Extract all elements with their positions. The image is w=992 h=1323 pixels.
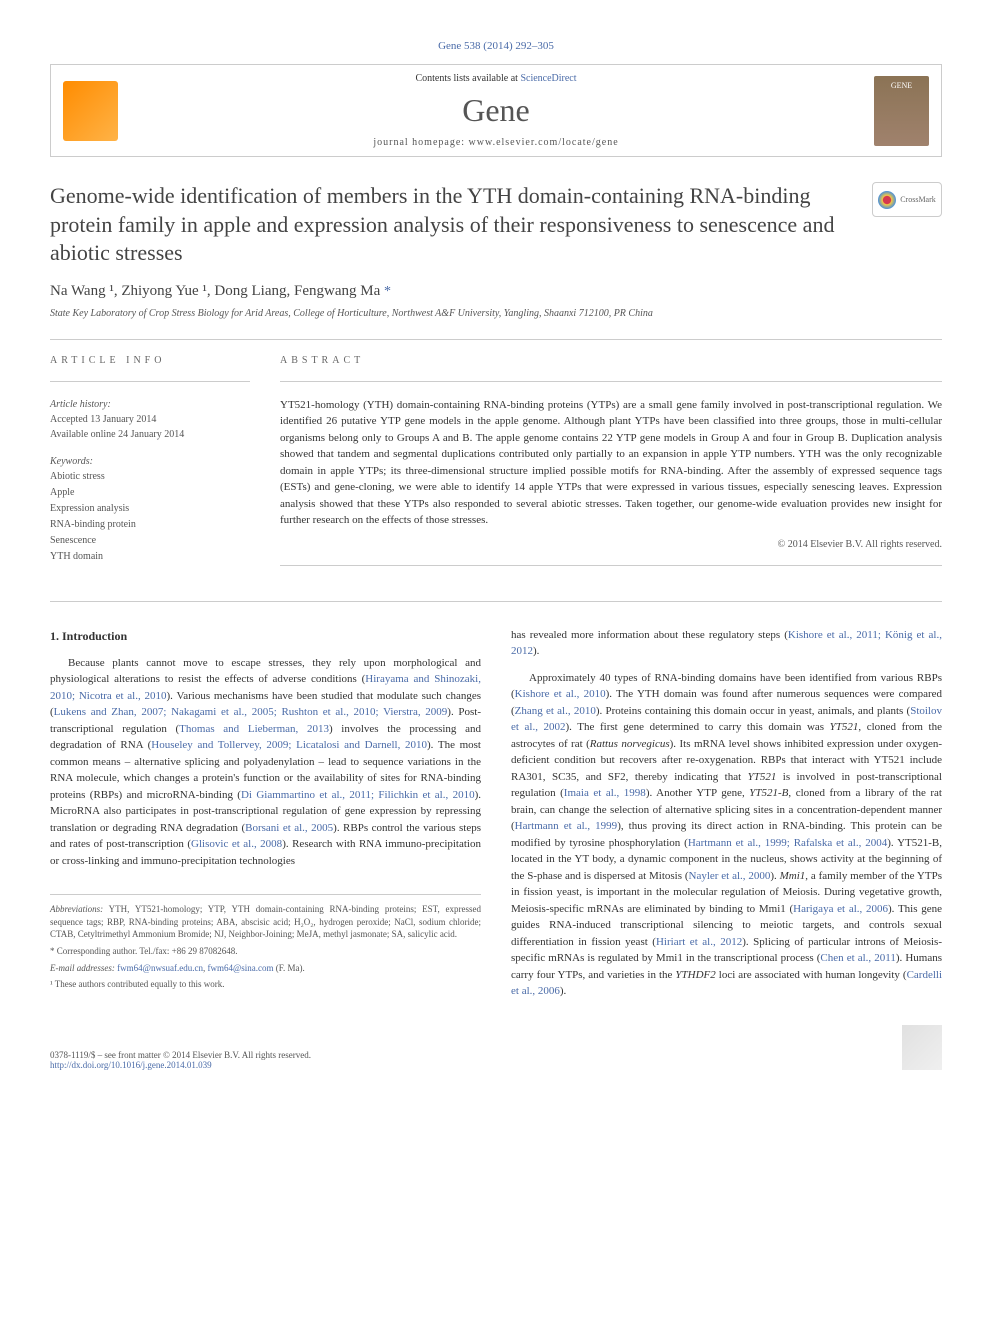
doi-link[interactable]: http://dx.doi.org/10.1016/j.gene.2014.01… xyxy=(50,1060,311,1070)
right-column: has revealed more information about thes… xyxy=(511,627,942,1010)
ref-link[interactable]: Houseley and Tollervey, 2009; Licatalosi… xyxy=(151,739,427,751)
abstract-text: YT521-homology (YTH) domain-containing R… xyxy=(280,397,942,529)
homepage-line: journal homepage: www.elsevier.com/locat… xyxy=(66,137,926,148)
citation-line: Gene 538 (2014) 292–305 xyxy=(50,40,942,52)
species-name: Rattus norvegicus xyxy=(590,738,670,750)
abbrev-text: YTH, YT521-homology; YTP, YTH domain-con… xyxy=(50,904,481,939)
title-row: Genome-wide identification of members in… xyxy=(50,182,942,268)
ref-link[interactable]: Hiriart et al., 2012 xyxy=(656,936,742,948)
divider-abs-1 xyxy=(280,381,942,382)
text: ). Another YTP gene, xyxy=(646,787,749,799)
issn-line: 0378-1119/$ – see front matter © 2014 El… xyxy=(50,1050,311,1060)
keyword-item: Senescence xyxy=(50,533,250,549)
introduction-heading: 1. Introduction xyxy=(50,627,481,645)
text: ). The first gene determined to carry th… xyxy=(566,721,830,733)
copyright-line: © 2014 Elsevier B.V. All rights reserved… xyxy=(280,539,942,550)
gene-name: YTHDF2 xyxy=(675,969,715,981)
gene-cover-icon: GENE xyxy=(874,76,929,146)
ref-link[interactable]: Kishore et al., 2010 xyxy=(515,688,606,700)
text: ). xyxy=(560,985,566,997)
info-abstract-row: ARTICLE INFO Article history: Accepted 1… xyxy=(50,355,942,581)
abbrev-label: Abbreviations: xyxy=(50,904,103,914)
article-info-heading: ARTICLE INFO xyxy=(50,355,250,366)
main-content: 1. Introduction Because plants cannot mo… xyxy=(50,627,942,1010)
crossmark-badge[interactable]: CrossMark xyxy=(872,182,942,217)
crossmark-label: CrossMark xyxy=(900,195,936,204)
crossmark-icon xyxy=(878,191,896,209)
sciencedirect-link[interactable]: ScienceDirect xyxy=(520,73,576,84)
text: loci are associated with human longevity… xyxy=(716,969,907,981)
keyword-item: RNA-binding protein xyxy=(50,517,250,533)
footer-left: 0378-1119/$ – see front matter © 2014 El… xyxy=(50,1050,311,1070)
abstract-column: ABSTRACT YT521-homology (YTH) domain-con… xyxy=(280,355,942,581)
left-column: 1. Introduction Because plants cannot mo… xyxy=(50,627,481,1010)
gene-name: YT521-B xyxy=(749,787,788,799)
abbreviations-footnote: Abbreviations: YTH, YT521-homology; YTP,… xyxy=(50,903,481,941)
text: ). xyxy=(770,870,779,882)
history-label: Article history: xyxy=(50,397,250,412)
ref-link[interactable]: Borsani et al., 2005 xyxy=(245,822,333,834)
ref-link[interactable]: Hartmann et al., 1999 xyxy=(515,820,618,832)
text: ). xyxy=(533,645,539,657)
ref-link[interactable]: Chen et al., 2011 xyxy=(820,952,895,964)
ref-link[interactable]: Thomas and Lieberman, 2013 xyxy=(179,723,329,735)
gene-name: YT521 xyxy=(748,771,777,783)
email-label: E-mail addresses: xyxy=(50,963,117,973)
keyword-item: Abiotic stress xyxy=(50,469,250,485)
keyword-item: Expression analysis xyxy=(50,501,250,517)
affiliation: State Key Laboratory of Crop Stress Biol… xyxy=(50,308,942,319)
footnotes: Abbreviations: YTH, YT521-homology; YTP,… xyxy=(50,894,481,991)
corresponding-footnote: * Corresponding author. Tel./fax: +86 29… xyxy=(50,945,481,958)
article-history: Article history: Accepted 13 January 201… xyxy=(50,397,250,442)
keywords-list: Abiotic stress Apple Expression analysis… xyxy=(50,469,250,565)
ref-link[interactable]: Hartmann et al., 1999; Rafalska et al., … xyxy=(688,837,887,849)
contents-text: Contents lists available at xyxy=(415,73,520,84)
contents-line: Contents lists available at ScienceDirec… xyxy=(66,73,926,84)
text: has revealed more information about thes… xyxy=(511,629,788,641)
divider-info-1 xyxy=(50,381,250,382)
authors-line: Na Wang ¹, Zhiyong Yue ¹, Dong Liang, Fe… xyxy=(50,283,942,300)
author-names: Na Wang ¹, Zhiyong Yue ¹, Dong Liang, Fe… xyxy=(50,283,384,299)
footer-row: 0378-1119/$ – see front matter © 2014 El… xyxy=(50,1025,942,1070)
ref-link[interactable]: Imaia et al., 1998 xyxy=(564,787,646,799)
divider-abs-2 xyxy=(280,565,942,566)
article-title: Genome-wide identification of members in… xyxy=(50,182,872,268)
homepage-label: journal homepage: xyxy=(373,137,468,148)
accepted-date: Accepted 13 January 2014 xyxy=(50,412,250,427)
ref-link[interactable]: Zhang et al., 2010 xyxy=(515,705,596,717)
keyword-item: YTH domain xyxy=(50,549,250,565)
email-footnote: E-mail addresses: fwm64@nwsuaf.edu.cn, f… xyxy=(50,962,481,975)
divider-1 xyxy=(50,339,942,340)
journal-header-box: Contents lists available at ScienceDirec… xyxy=(50,64,942,157)
equal-contrib-footnote: ¹ These authors contributed equally to t… xyxy=(50,978,481,991)
corresponding-asterisk: * xyxy=(384,284,391,299)
email-link[interactable]: fwm64@nwsuaf.edu.cn xyxy=(117,963,203,973)
keywords-label: Keywords: xyxy=(50,454,250,469)
homepage-url[interactable]: www.elsevier.com/locate/gene xyxy=(469,137,619,148)
ref-link[interactable]: Harigaya et al., 2006 xyxy=(793,903,888,915)
available-date: Available online 24 January 2014 xyxy=(50,427,250,442)
gene-name: Mmi1 xyxy=(780,870,806,882)
gene-name: YT521 xyxy=(830,721,859,733)
keyword-item: Apple xyxy=(50,485,250,501)
ref-link[interactable]: Nayler et al., 2000 xyxy=(689,870,771,882)
article-info-column: ARTICLE INFO Article history: Accepted 1… xyxy=(50,355,250,581)
intro-para-2: has revealed more information about thes… xyxy=(511,627,942,660)
journal-name: Gene xyxy=(66,92,926,129)
elsevier-tree-icon xyxy=(902,1025,942,1070)
abstract-heading: ABSTRACT xyxy=(280,355,942,366)
intro-para-1: Because plants cannot move to escape str… xyxy=(50,655,481,870)
elsevier-logo-icon xyxy=(63,81,118,141)
text: (F. Ma). xyxy=(273,963,304,973)
divider-2 xyxy=(50,601,942,602)
text: ). Proteins containing this domain occur… xyxy=(596,705,910,717)
email-link[interactable]: fwm64@sina.com xyxy=(207,963,273,973)
ref-link[interactable]: Glisovic et al., 2008 xyxy=(191,838,282,850)
ref-link[interactable]: Lukens and Zhan, 2007; Nakagami et al., … xyxy=(54,706,448,718)
intro-para-3: Approximately 40 types of RNA-binding do… xyxy=(511,670,942,1000)
keywords-section: Keywords: Abiotic stress Apple Expressio… xyxy=(50,454,250,565)
ref-link[interactable]: Di Giammartino et al., 2011; Filichkin e… xyxy=(241,789,475,801)
